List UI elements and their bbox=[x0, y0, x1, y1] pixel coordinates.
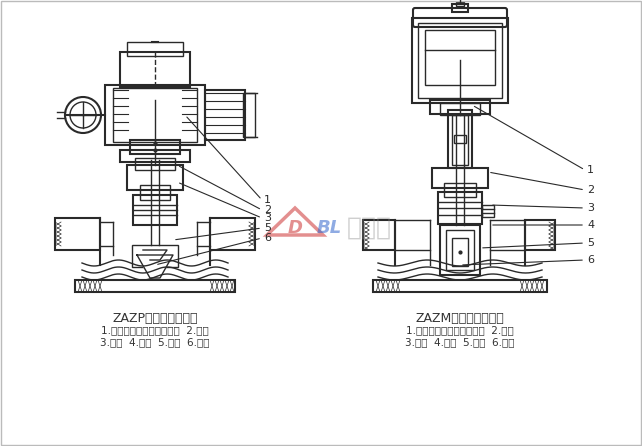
Text: 2: 2 bbox=[264, 205, 271, 215]
Text: 杜伯迅: 杜伯迅 bbox=[347, 216, 392, 240]
Bar bbox=[418, 23, 502, 98]
Bar bbox=[105, 85, 205, 145]
Polygon shape bbox=[143, 250, 167, 260]
Bar bbox=[363, 220, 395, 250]
Bar bbox=[454, 135, 466, 143]
Bar bbox=[456, 2, 464, 6]
Bar bbox=[113, 88, 197, 142]
Text: 5: 5 bbox=[587, 238, 594, 248]
Bar bbox=[120, 52, 190, 87]
Text: 5: 5 bbox=[264, 223, 271, 233]
Bar bbox=[75, 280, 235, 292]
Bar bbox=[210, 218, 255, 250]
Text: 3: 3 bbox=[587, 203, 594, 213]
Bar bbox=[452, 115, 468, 165]
Bar bbox=[446, 230, 474, 270]
Bar bbox=[132, 245, 178, 267]
Bar bbox=[444, 183, 476, 197]
Text: 6: 6 bbox=[264, 233, 271, 243]
Bar bbox=[55, 218, 100, 250]
Text: 1.电动执行机构（普通型）  2.阀盖: 1.电动执行机构（普通型） 2.阀盖 bbox=[101, 325, 209, 335]
Text: 2: 2 bbox=[587, 185, 594, 195]
Bar bbox=[448, 110, 472, 168]
Text: BL: BL bbox=[317, 219, 342, 237]
Bar bbox=[452, 238, 468, 266]
Bar bbox=[135, 158, 175, 170]
Text: 1: 1 bbox=[587, 165, 594, 175]
Text: D: D bbox=[288, 219, 302, 237]
Text: 1.电动执行机构（电子式）  2.阀盖: 1.电动执行机构（电子式） 2.阀盖 bbox=[406, 325, 514, 335]
Bar bbox=[140, 185, 170, 200]
Text: ZAZP电动单座调节阀: ZAZP电动单座调节阀 bbox=[112, 312, 198, 325]
Text: 1: 1 bbox=[264, 195, 271, 205]
Bar bbox=[205, 90, 245, 140]
Bar bbox=[127, 165, 183, 190]
Bar bbox=[425, 30, 495, 85]
Bar bbox=[243, 93, 255, 137]
Bar bbox=[412, 18, 508, 103]
Bar bbox=[440, 225, 480, 275]
Polygon shape bbox=[137, 255, 173, 278]
Bar bbox=[133, 195, 177, 225]
Bar bbox=[432, 168, 488, 188]
Bar bbox=[482, 205, 494, 217]
Text: 3: 3 bbox=[264, 213, 271, 223]
Bar bbox=[525, 220, 555, 250]
Text: 4: 4 bbox=[587, 220, 594, 230]
Bar bbox=[130, 140, 180, 154]
Bar bbox=[120, 150, 190, 162]
Bar bbox=[452, 4, 468, 12]
Bar bbox=[438, 192, 482, 224]
Bar bbox=[430, 100, 490, 114]
Text: 6: 6 bbox=[587, 255, 594, 265]
Bar bbox=[440, 103, 480, 115]
Text: 3.阀杆  4.阀塞  5.套筒  6.阀体: 3.阀杆 4.阀塞 5.套筒 6.阀体 bbox=[405, 337, 515, 347]
Bar bbox=[127, 42, 183, 56]
Bar bbox=[373, 280, 547, 292]
Text: 3.阀杆  4.阀芯  5.阀座  6.阀体: 3.阀杆 4.阀芯 5.阀座 6.阀体 bbox=[100, 337, 210, 347]
Text: ZAZM电动套筒调节阀: ZAZM电动套筒调节阀 bbox=[415, 312, 505, 325]
